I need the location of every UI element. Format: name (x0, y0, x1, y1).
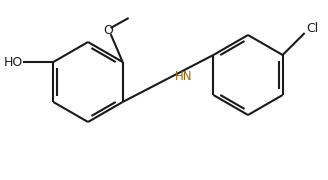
Text: O: O (104, 24, 113, 37)
Text: Cl: Cl (307, 21, 319, 35)
Text: HN: HN (175, 70, 193, 83)
Text: HO: HO (4, 55, 23, 69)
